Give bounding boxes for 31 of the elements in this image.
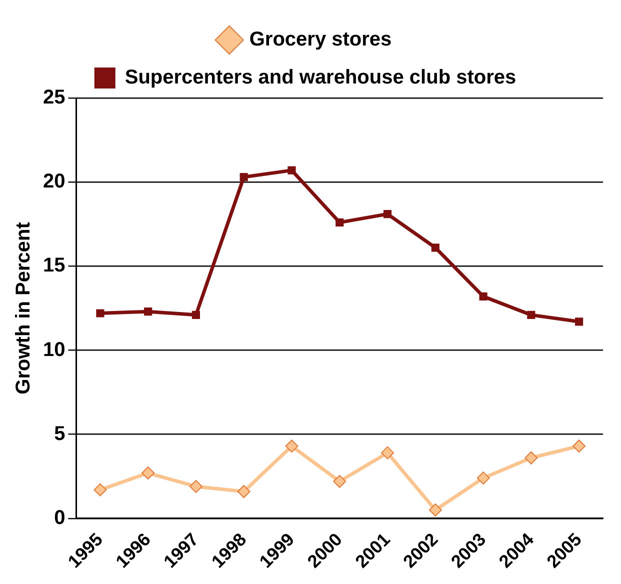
point: [288, 166, 296, 174]
point: [237, 485, 250, 498]
point: [381, 446, 394, 460]
y-tick-label: 15: [42, 254, 66, 277]
point: [524, 451, 538, 464]
legend-label: Grocery stores: [249, 28, 392, 51]
point: [428, 504, 442, 517]
point: [575, 318, 584, 326]
y-tick-label: 0: [54, 506, 66, 529]
point: [96, 309, 104, 318]
point: [336, 218, 344, 226]
point: [240, 173, 248, 182]
point: [431, 244, 440, 252]
point: [192, 310, 200, 319]
y-tick-label: 20: [42, 170, 66, 193]
y-tick-label: 5: [54, 422, 66, 445]
legend-label: Supercenters and warehouse club stores: [124, 66, 516, 89]
point: [142, 466, 155, 480]
point: [144, 308, 152, 316]
point: [476, 472, 490, 485]
point: [189, 480, 202, 493]
y-axis-title: Growth in Percent: [12, 222, 35, 394]
point: [479, 292, 488, 300]
y-tick-label: 25: [42, 86, 66, 109]
point: [285, 440, 298, 453]
point: [383, 210, 392, 218]
point: [333, 474, 346, 488]
point: [94, 483, 107, 496]
point: [527, 310, 536, 319]
y-tick-label: 10: [42, 338, 66, 361]
point: [572, 440, 586, 453]
